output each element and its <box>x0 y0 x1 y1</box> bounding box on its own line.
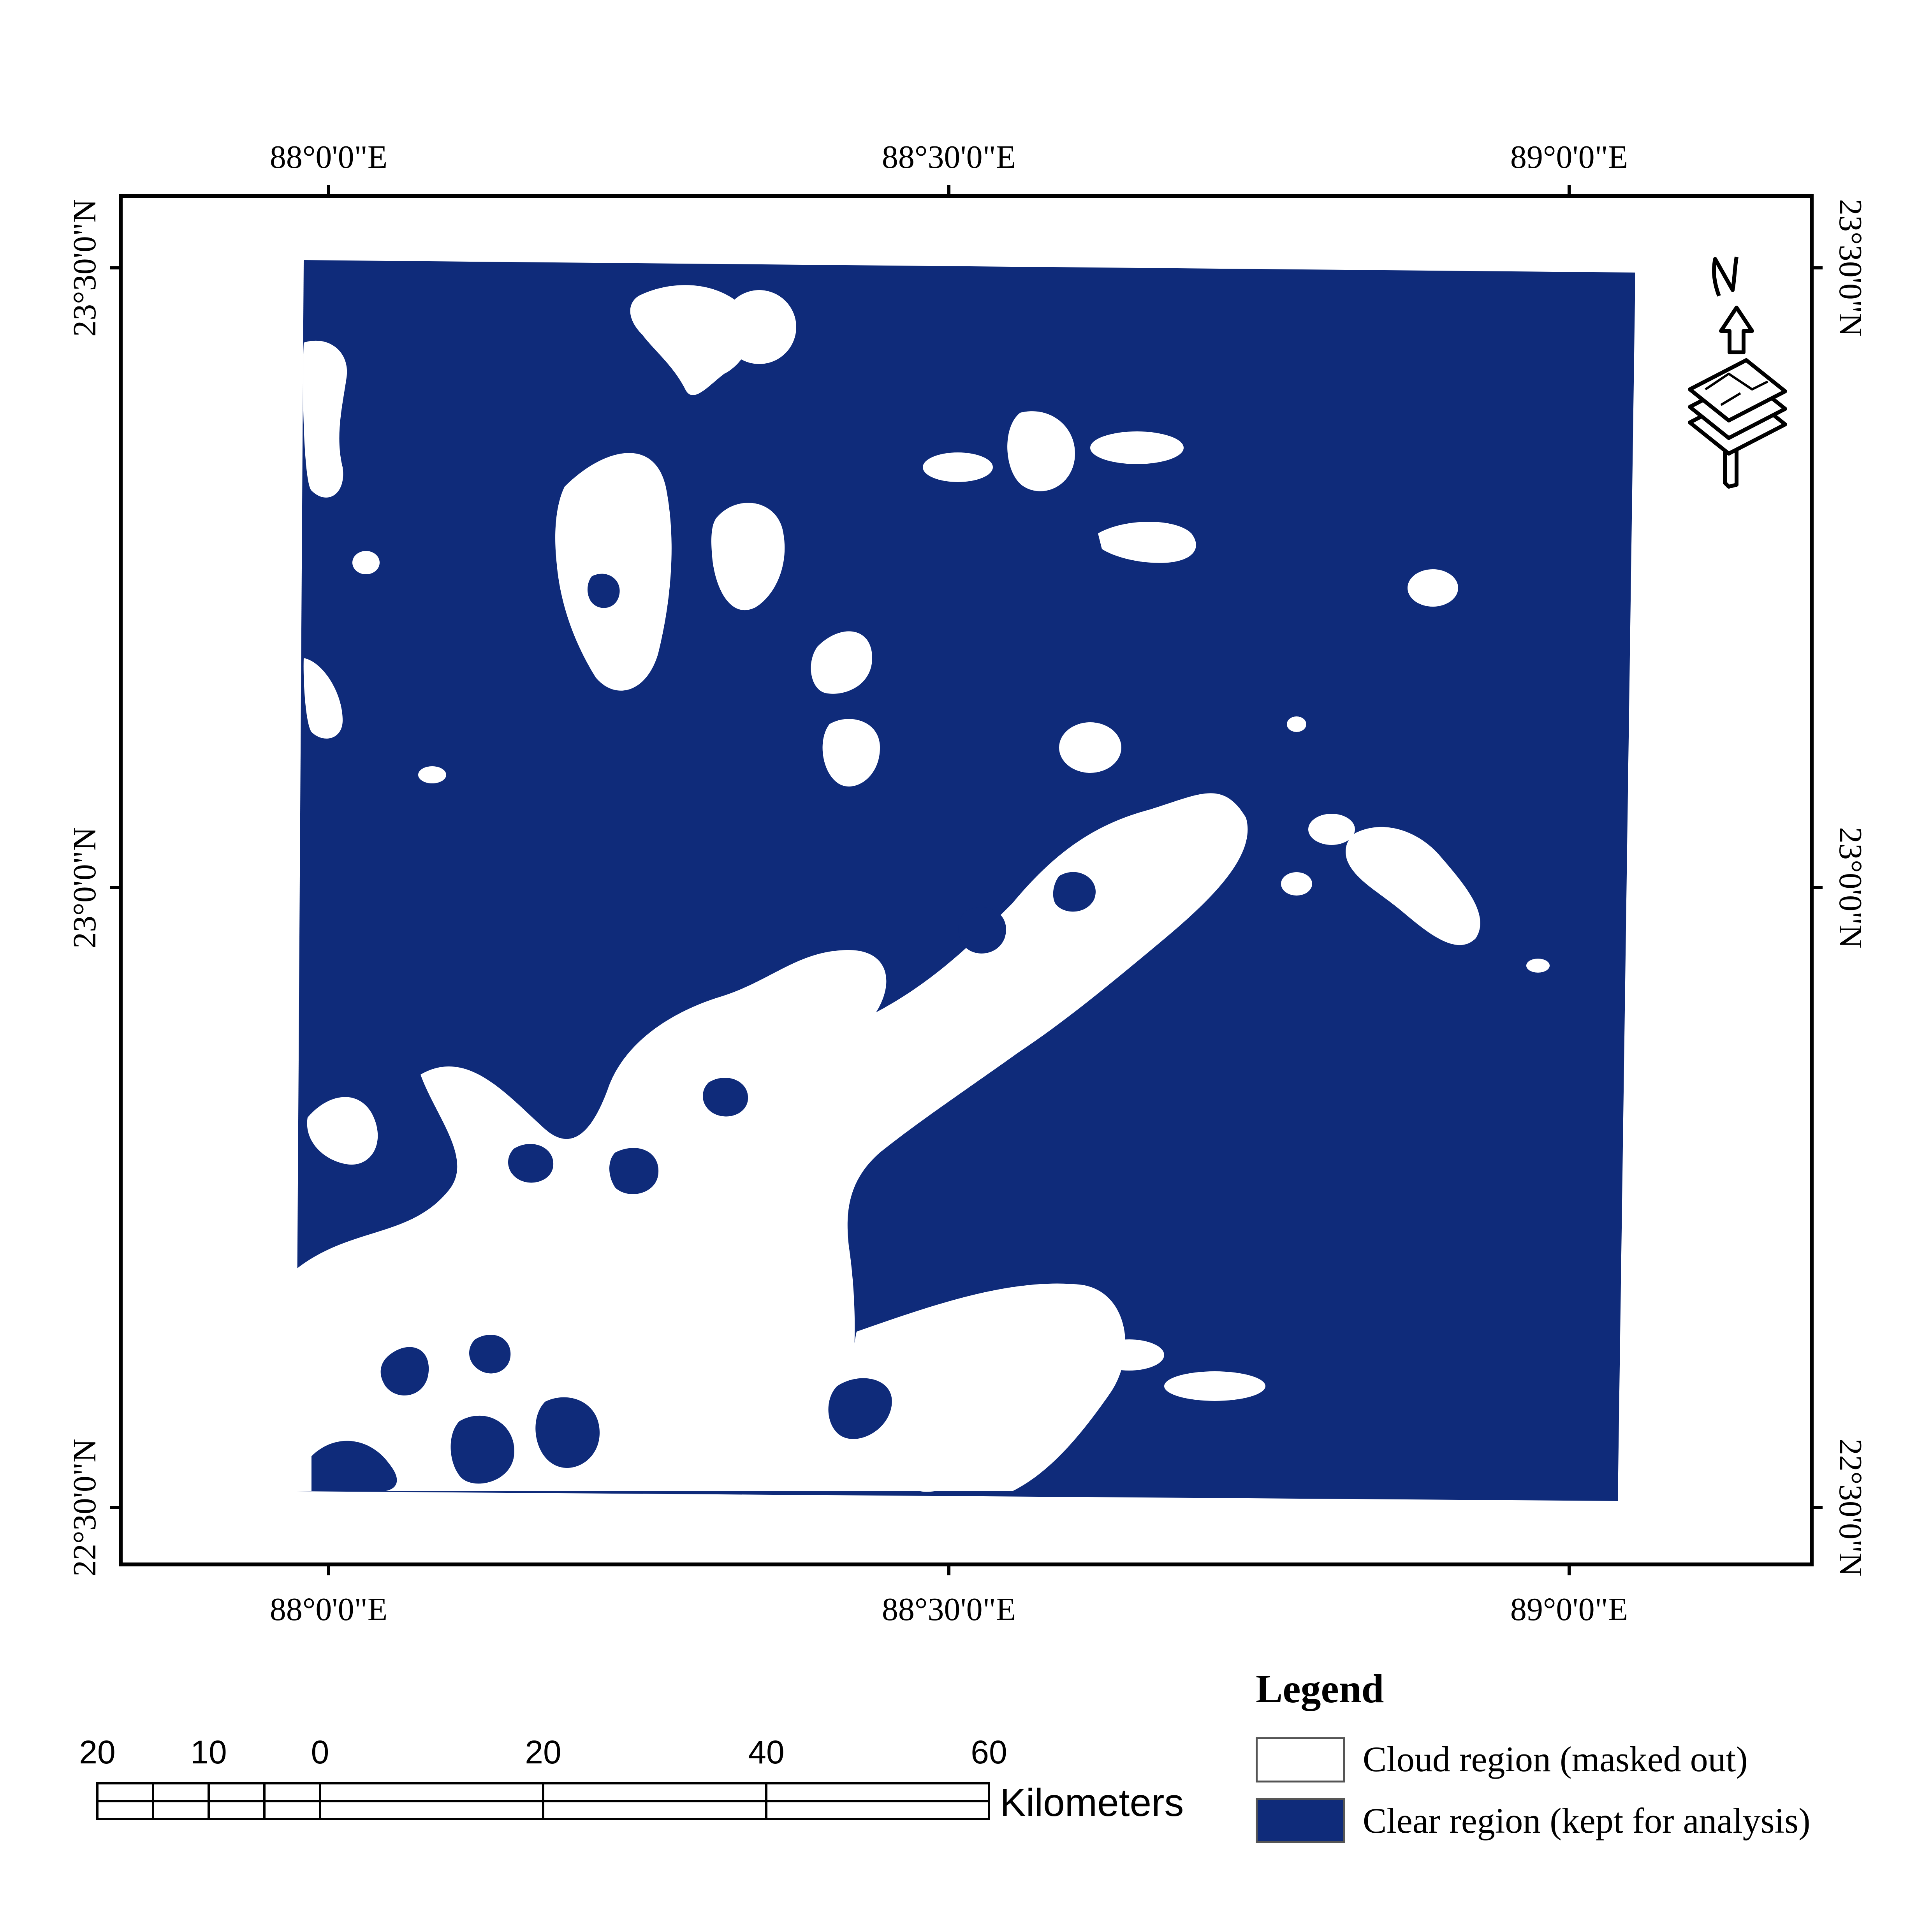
north-arrow-icon <box>1688 257 1787 489</box>
scale-bar <box>96 1782 990 1820</box>
lat-label-right-2: 23°0'0"N <box>1832 827 1869 948</box>
scale-number: 40 <box>748 1734 785 1770</box>
lon-label-top-3: 89°0'0"E <box>1510 139 1628 175</box>
legend-title: Legend <box>1256 1666 1384 1711</box>
lon-label-bottom-1: 88°0'0"E <box>269 1591 388 1628</box>
lon-label-bottom-3: 89°0'0"E <box>1510 1591 1628 1628</box>
lat-ticks <box>110 266 1823 1509</box>
scale-number: 20 <box>525 1734 561 1770</box>
legend-label-cloud: Cloud region (masked out) <box>1363 1739 1748 1779</box>
cloud-region <box>296 285 1550 1492</box>
lat-label-right-3: 22°30'0"N <box>1832 1439 1869 1577</box>
scale-number: 10 <box>190 1734 227 1770</box>
scale-number: 20 <box>79 1734 116 1770</box>
scale-unit: Kilometers <box>1000 1781 1184 1825</box>
legend-swatch-cloud <box>1256 1737 1345 1782</box>
scale-number: 60 <box>971 1734 1007 1770</box>
lat-label-right-1: 23°30'0"N <box>1832 199 1869 337</box>
lon-label-top-1: 88°0'0"E <box>269 139 388 175</box>
legend-swatch-clear <box>1256 1798 1345 1843</box>
clear-patches <box>311 574 1096 1491</box>
lon-label-bottom-2: 88°30'0"E <box>882 1591 1016 1628</box>
legend-label-clear: Clear region (kept for analysis) <box>1363 1801 1811 1841</box>
lat-label-left-1: 23°30'0"N <box>67 199 103 337</box>
scale-number: 0 <box>311 1734 329 1770</box>
lon-label-top-2: 88°30'0"E <box>882 139 1016 175</box>
lat-label-left-3: 22°30'0"N <box>67 1439 103 1577</box>
lon-ticks <box>327 185 1571 1575</box>
lat-label-left-2: 23°0'0"N <box>67 827 103 948</box>
